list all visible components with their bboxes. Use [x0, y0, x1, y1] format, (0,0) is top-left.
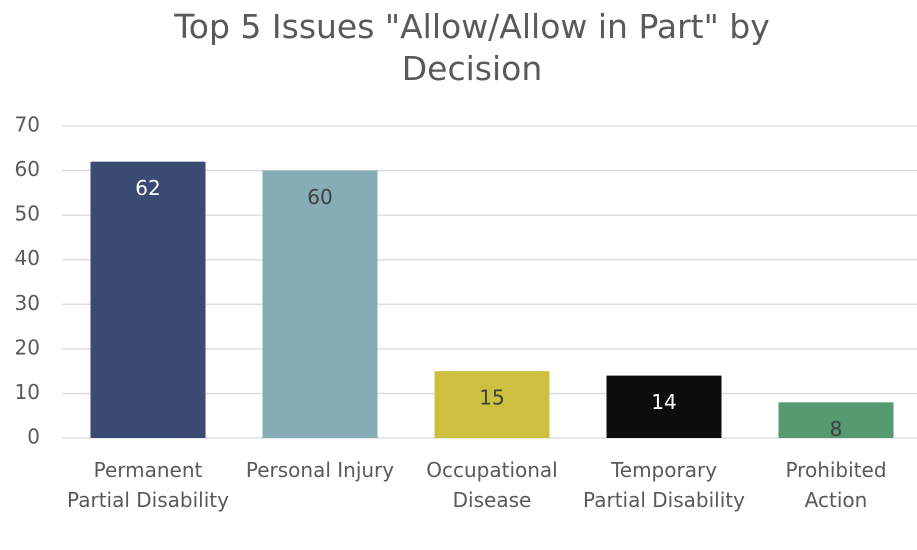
y-tick-label: 60	[15, 157, 40, 181]
data-label: 15	[479, 386, 504, 410]
x-tick-label: Permanent Partial Disability	[67, 458, 229, 512]
data-label: 62	[135, 176, 160, 200]
x-tick-label: Temporary Partial Disability	[583, 458, 745, 512]
x-tick-label: Personal Injury	[245, 458, 395, 482]
y-tick-label: 50	[15, 202, 40, 226]
data-label: 60	[307, 185, 332, 209]
bar	[778, 402, 894, 438]
data-label: 14	[651, 390, 676, 414]
bar	[606, 375, 722, 438]
bar	[262, 170, 378, 439]
y-tick-label: 30	[15, 291, 40, 315]
x-tick-label: Prohibited Action	[785, 458, 887, 512]
bar	[90, 161, 206, 438]
y-tick-label: 20	[15, 335, 40, 359]
y-tick-label: 10	[15, 380, 40, 404]
x-tick-label: Occupational Disease	[426, 458, 558, 512]
y-tick-label: 70	[15, 113, 40, 137]
y-tick-label: 0	[27, 425, 40, 449]
data-label: 8	[830, 417, 843, 441]
chart-title: Top 5 Issues "Allow/Allow in Part" by De…	[174, 7, 770, 88]
y-tick-label: 40	[15, 246, 40, 270]
bar	[434, 371, 550, 438]
